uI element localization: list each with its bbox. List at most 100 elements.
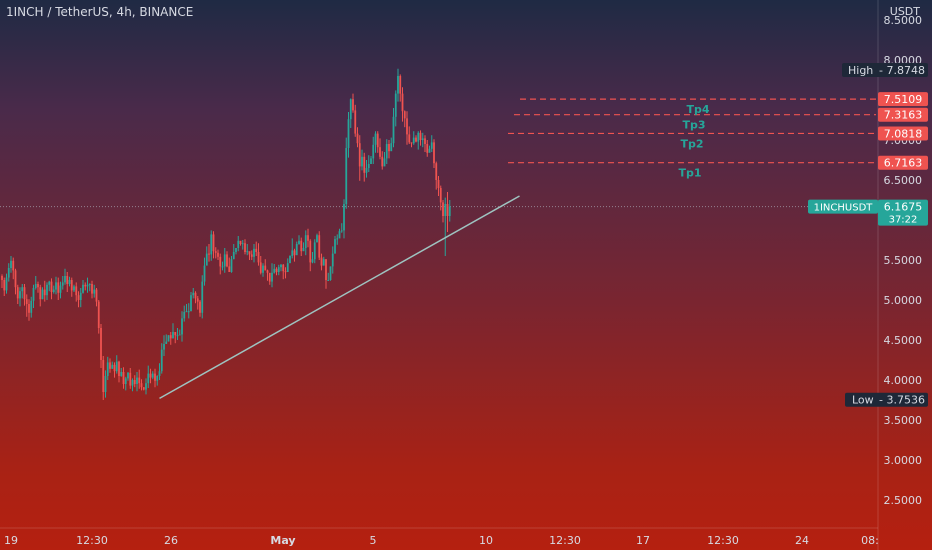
candle xyxy=(118,361,120,376)
candle xyxy=(14,270,17,288)
candle xyxy=(239,240,242,244)
candle xyxy=(376,133,379,148)
candle xyxy=(165,341,168,344)
last-price-badge xyxy=(878,199,928,226)
candle xyxy=(37,284,39,288)
candle xyxy=(77,295,80,300)
candle xyxy=(259,262,262,273)
candle xyxy=(241,243,244,245)
candle xyxy=(12,260,15,271)
candle xyxy=(142,387,145,390)
candle xyxy=(246,251,249,253)
candle xyxy=(1,276,3,280)
candle xyxy=(187,311,190,313)
candle xyxy=(84,284,87,287)
candle xyxy=(73,286,75,291)
candle xyxy=(406,118,408,135)
candle xyxy=(88,284,91,285)
candle xyxy=(394,93,397,117)
y-tick-label: 5.0000 xyxy=(884,294,923,307)
candle xyxy=(309,240,312,263)
candle xyxy=(109,362,111,369)
candle xyxy=(334,239,336,254)
x-tick-label: 12:30 xyxy=(76,534,108,547)
candle xyxy=(318,235,321,258)
candle xyxy=(151,373,154,378)
last-price-value: 6.1675 xyxy=(884,201,923,214)
candle xyxy=(160,349,163,372)
candle xyxy=(401,93,404,112)
candle xyxy=(437,180,440,188)
candle xyxy=(140,383,143,388)
candle xyxy=(5,277,8,291)
candle xyxy=(93,289,96,294)
target-label: Tp1 xyxy=(678,167,701,180)
candle xyxy=(124,378,127,384)
candle xyxy=(223,254,226,267)
high-badge xyxy=(842,63,928,78)
y-tick-label: 2.5000 xyxy=(884,494,923,507)
countdown-timer: 37:22 xyxy=(889,215,918,226)
target-price-badge xyxy=(878,92,928,107)
candle xyxy=(262,265,264,273)
candle xyxy=(131,380,134,386)
candle xyxy=(446,204,449,216)
candle xyxy=(194,292,197,299)
x-tick-label: May xyxy=(270,534,295,547)
candle xyxy=(349,99,352,120)
candle xyxy=(86,284,89,287)
candle xyxy=(266,270,269,273)
candle xyxy=(75,286,78,296)
candle xyxy=(289,256,291,264)
y-tick-label: 4.5000 xyxy=(884,334,923,347)
candle xyxy=(370,158,372,164)
x-tick-label: 19 xyxy=(4,534,18,547)
candle xyxy=(115,361,118,372)
candle xyxy=(190,295,192,312)
candle xyxy=(205,253,208,266)
candle xyxy=(43,289,46,296)
candle xyxy=(374,133,377,145)
candle xyxy=(163,344,165,350)
candle xyxy=(95,289,98,302)
candle xyxy=(367,164,370,168)
candle xyxy=(30,300,33,313)
candle xyxy=(383,158,386,167)
candle xyxy=(172,332,174,339)
candle xyxy=(385,144,388,159)
candle xyxy=(248,251,251,255)
candle xyxy=(313,242,316,260)
candle xyxy=(50,281,53,292)
candle xyxy=(214,251,217,253)
candle xyxy=(304,235,307,248)
target-label: Tp2 xyxy=(680,137,703,150)
candle xyxy=(325,259,327,280)
candle xyxy=(286,263,289,272)
candle xyxy=(228,266,231,272)
candle xyxy=(311,259,314,263)
candle xyxy=(138,377,141,384)
candle xyxy=(327,280,330,281)
x-tick-label: 26 xyxy=(164,534,178,547)
candle xyxy=(68,280,71,284)
candle xyxy=(412,137,415,144)
candle xyxy=(361,156,363,167)
candle xyxy=(145,383,147,390)
candle xyxy=(329,266,332,280)
candle xyxy=(307,235,309,241)
candle xyxy=(28,304,30,313)
x-tick-label: 12:30 xyxy=(707,534,739,547)
y-tick-label: 3.0000 xyxy=(884,454,923,467)
candle xyxy=(104,376,107,392)
candle xyxy=(302,248,305,252)
candle xyxy=(106,362,109,376)
y-tick-label: 8.5000 xyxy=(884,14,923,27)
target-price-badge xyxy=(878,107,928,122)
candle xyxy=(169,335,172,339)
candle xyxy=(82,284,84,293)
candle xyxy=(257,252,260,263)
candle xyxy=(178,334,181,336)
candle xyxy=(421,138,424,140)
